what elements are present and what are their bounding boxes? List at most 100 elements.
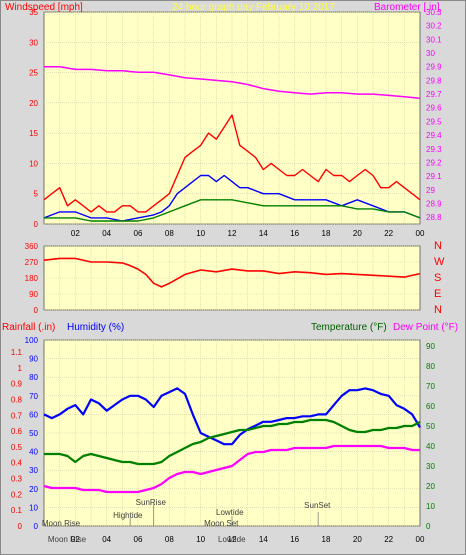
temperature-tick-label: 30 (426, 462, 435, 471)
barometer-tick-label: 29.5 (426, 117, 442, 126)
direction-axis-ticks: 0 90 180 270 360 (25, 242, 39, 315)
barometer-tick-label: 30 (426, 49, 435, 58)
compass-label: W (434, 256, 445, 268)
x-tick-label: 20 (353, 535, 362, 544)
direction-tick-label: 180 (25, 274, 39, 283)
barometer-axis-title: Barometer [.in] (374, 2, 440, 13)
wind-tick-label: 10 (29, 159, 38, 168)
humidity-tick-label: 10 (29, 503, 38, 512)
direction-tick-label: 90 (29, 290, 38, 299)
rainfall-tick-label: 0.6 (11, 427, 23, 436)
x-tick-label: 20 (353, 229, 362, 238)
rainfall-axis-ticks: 0 0.1 0.2 0.3 0.4 0.5 0.6 0.7 0.8 0.9 1 1.1 (11, 348, 23, 531)
wind-x-ticks: 02 04 06 08 10 12 14 16 18 20 22 00 (71, 229, 425, 238)
wind-grid (44, 11, 420, 225)
compass-label: N (434, 304, 442, 316)
astro-annotations: SunRise Hightide Lowtide Moon Set Moon Rise S… (42, 498, 331, 528)
barometer-tick-label: 28.9 (426, 199, 442, 208)
series-wind_avg (44, 199, 421, 222)
temperature-axis-title: Temperature (°F) (311, 322, 387, 333)
temp-series (43, 387, 421, 494)
rainfall-tick-label: 0 (18, 522, 23, 531)
temperature-tick-label: 0 (426, 522, 431, 531)
humidity-tick-label: 100 (25, 336, 39, 345)
wind-tick-label: 25 (29, 69, 38, 78)
moonset-label: Moon Set (204, 519, 239, 528)
rainfall-tick-label: 1 (18, 364, 23, 373)
humidity-tick-label: 90 (29, 355, 38, 364)
humidity-tick-label: 20 (29, 485, 38, 494)
x-tick-label: 02 (71, 535, 80, 544)
barometer-tick-label: 30.1 (426, 35, 442, 44)
direction-series (43, 257, 421, 288)
barometer-tick-label: 29.3 (426, 145, 442, 154)
temperature-tick-label: 20 (426, 482, 435, 491)
direction-tick-label: 360 (25, 242, 39, 251)
x-tick-label: 14 (259, 229, 268, 238)
wind-tick-label: 5 (34, 190, 39, 199)
x-tick-label: 18 (322, 535, 331, 544)
rainfall-tick-label: 0.9 (11, 380, 23, 389)
temperature-axis-ticks: 0 10 20 30 40 50 60 70 80 90 (426, 342, 435, 531)
barometer-tick-label: 29.9 (426, 63, 442, 72)
x-tick-label: 10 (196, 229, 205, 238)
humidity-tick-label: 70 (29, 392, 38, 401)
barometer-tick-label: 30.3 (426, 8, 442, 17)
x-tick-label: 14 (259, 535, 268, 544)
wind-tick-label: 35 (29, 8, 38, 17)
wind-series (43, 65, 421, 222)
series-humidity (43, 387, 421, 446)
moonrise-label: Moon Rise (42, 519, 81, 528)
temp-x-ticks: 02 04 06 08 10 12 14 16 18 20 22 00 Moon Rise Lowtide (48, 535, 425, 544)
humidity-tick-label: 50 (29, 429, 38, 438)
rainfall-tick-label: 0.7 (11, 411, 23, 420)
sunset-label: SunSet (304, 501, 331, 510)
temperature-tick-label: 80 (426, 362, 435, 371)
direction-grid (44, 245, 420, 311)
x-tick-label: 12 (228, 535, 237, 544)
compass-label: E (434, 288, 441, 300)
series-dewpoint (43, 444, 420, 494)
x-tick-label: 16 (290, 535, 299, 544)
wind-tick-label: 30 (29, 38, 38, 47)
wind-tick-label: 15 (29, 129, 38, 138)
x-tick-label: 22 (384, 535, 393, 544)
moonrise-bottom-label: Moon Rise (48, 535, 87, 544)
wind-tick-label: 0 (34, 220, 39, 229)
x-tick-label: 16 (290, 229, 299, 238)
wind-tick-label: 20 (29, 99, 38, 108)
x-tick-label: 08 (165, 535, 174, 544)
barometer-tick-label: 29.7 (426, 90, 442, 99)
x-tick-label: 10 (196, 535, 205, 544)
chart-title: 24 hour graph day February 10 2017 (172, 2, 335, 13)
temperature-tick-label: 60 (426, 402, 435, 411)
temperature-tick-label: 40 (426, 442, 435, 451)
x-tick-label: 12 (228, 229, 237, 238)
rainfall-tick-label: 0.1 (11, 506, 23, 515)
humidity-tick-label: 0 (34, 522, 39, 531)
series-direction (43, 257, 421, 288)
compass-label: S (434, 272, 441, 284)
series-gust (43, 114, 421, 213)
series-barometer (44, 65, 421, 99)
wind-axis-ticks: 0 5 10 15 20 25 30 35 (29, 8, 38, 229)
rainfall-tick-label: 0.4 (11, 459, 23, 468)
barometer-tick-label: 28.8 (426, 213, 442, 222)
x-tick-label: 22 (384, 229, 393, 238)
x-tick-label: 18 (322, 229, 331, 238)
x-tick-label: 00 (416, 535, 425, 544)
x-tick-label: 04 (102, 535, 111, 544)
rainfall-tick-label: 1.1 (11, 348, 23, 357)
x-tick-label: 06 (134, 535, 143, 544)
hightide-label: Hightide (113, 511, 143, 520)
compass-label: N (434, 240, 442, 252)
dewpoint-axis-title: Dew Point (°F) (393, 322, 458, 333)
temperature-tick-label: 70 (426, 382, 435, 391)
x-tick-label: 00 (416, 229, 425, 238)
x-tick-label: 02 (71, 229, 80, 238)
barometer-tick-label: 30.2 (426, 22, 442, 31)
temperature-tick-label: 10 (426, 502, 435, 511)
temperature-tick-label: 50 (426, 422, 435, 431)
barometer-tick-label: 29 (426, 186, 435, 195)
